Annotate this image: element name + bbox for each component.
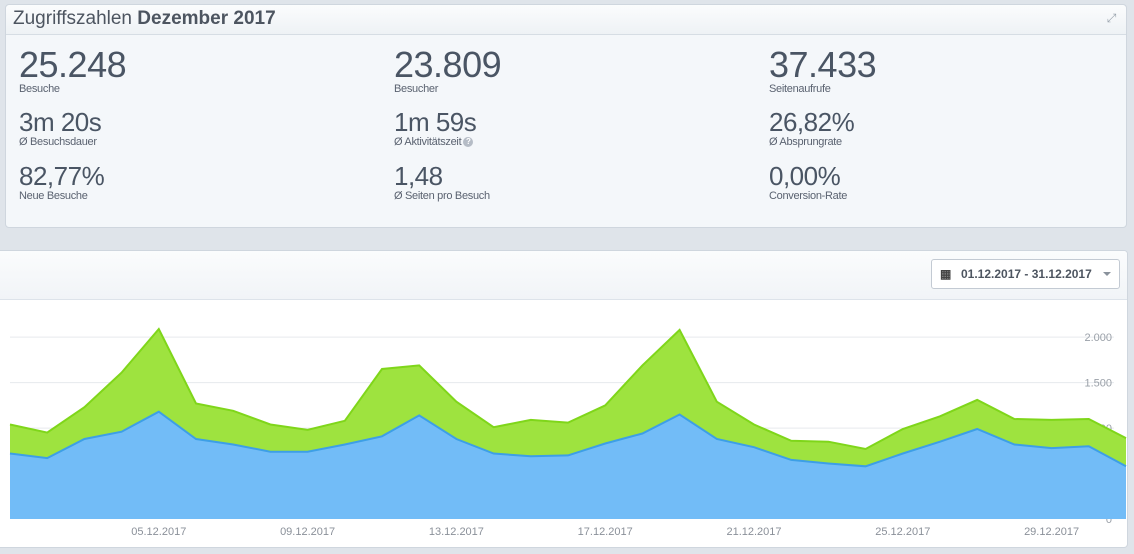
stat-pageviews: 37.433 Seitenaufrufe xyxy=(769,44,877,96)
stat-label: Ø Absprungrate xyxy=(769,136,842,148)
help-icon[interactable]: ? xyxy=(463,137,474,148)
stat-conversion-rate: 0,00% Conversion-Rate xyxy=(769,162,847,202)
x-tick-label: 25.12.2017 xyxy=(875,526,930,538)
title-period: Dezember 2017 xyxy=(137,8,276,29)
stat-bounce-rate: 26,82% Ø Absprungrate xyxy=(769,107,855,148)
date-range-picker[interactable]: ▦ 01.12.2017 - 31.12.2017 xyxy=(931,259,1120,289)
x-tick-label: 09.12.2017 xyxy=(280,526,335,538)
x-tick-label: 21.12.2017 xyxy=(726,526,781,538)
stat-visit-duration: 3m 20s Ø Besuchsdauer xyxy=(19,107,102,148)
x-tick-label: 05.12.2017 xyxy=(131,526,186,538)
x-tick-label: 29.12.2017 xyxy=(1024,526,1079,538)
visits-area-chart: 05001.0001.5002.00005.12.201709.12.20171… xyxy=(9,327,1127,538)
stat-value: 82,77% xyxy=(19,161,105,191)
stat-value: 1m 59s xyxy=(394,107,477,137)
x-tick-label: 13.12.2017 xyxy=(429,526,484,538)
page-title: Zugriffszahlen Dezember 2017 xyxy=(13,8,276,30)
stat-label: Besucher xyxy=(394,83,439,95)
stat-label: Neue Besuche xyxy=(19,190,88,202)
new-visits-area xyxy=(10,411,1126,519)
stat-value: 3m 20s xyxy=(19,107,102,137)
stat-label: Besuche xyxy=(19,83,60,95)
stat-visitors: 23.809 Besucher xyxy=(394,44,502,96)
y-tick-label: 0 xyxy=(1106,514,1112,526)
x-tick-label: 17.12.2017 xyxy=(578,526,633,538)
chevron-down-icon xyxy=(1103,272,1111,276)
stat-label: Ø Seiten pro Besuch xyxy=(394,190,490,202)
stat-value: 1,48 xyxy=(394,161,443,191)
stat-value: 23.809 xyxy=(394,44,502,85)
calendar-icon: ▦ xyxy=(940,267,952,281)
stat-value: 0,00% xyxy=(769,161,841,191)
stat-label-row: Ø Aktivitätszeit? xyxy=(394,136,476,148)
new-visits-line xyxy=(9,410,1127,468)
title-prefix: Zugriffszahlen xyxy=(13,8,132,29)
stat-visits: 25.248 Besuche xyxy=(19,44,127,96)
visits-line xyxy=(9,327,1127,451)
stats-panel: Zugriffszahlen Dezember 2017 ⤢ 25.248 Be… xyxy=(5,4,1127,228)
stats-panel-header: Zugriffszahlen Dezember 2017 ⤢ xyxy=(6,5,1126,35)
expand-icon[interactable]: ⤢ xyxy=(1106,11,1117,25)
y-tick-label: 1.500 xyxy=(1084,378,1112,390)
chart-panel: ▦ 01.12.2017 - 31.12.2017 05001.0001.500… xyxy=(0,250,1128,548)
stat-label: Ø Besuchsdauer xyxy=(19,136,97,148)
stat-activity-time: 1m 59s Ø Aktivitätszeit? xyxy=(394,107,477,148)
y-tick-label: 2.000 xyxy=(1084,332,1112,344)
stat-value: 26,82% xyxy=(769,107,855,137)
stat-label: Conversion-Rate xyxy=(769,190,848,202)
date-range-label: 01.12.2017 - 31.12.2017 xyxy=(961,267,1092,281)
stat-label: Ø Aktivitätszeit xyxy=(394,136,462,148)
chart-panel-header: ▦ 01.12.2017 - 31.12.2017 xyxy=(0,251,1127,300)
stat-value: 37.433 xyxy=(769,44,877,85)
stat-pages-per-visit: 1,48 Ø Seiten pro Besuch xyxy=(394,162,490,202)
stat-new-visits: 82,77% Neue Besuche xyxy=(19,161,105,202)
stat-label: Seitenaufrufe xyxy=(769,83,831,95)
stat-value: 25.248 xyxy=(19,44,127,85)
